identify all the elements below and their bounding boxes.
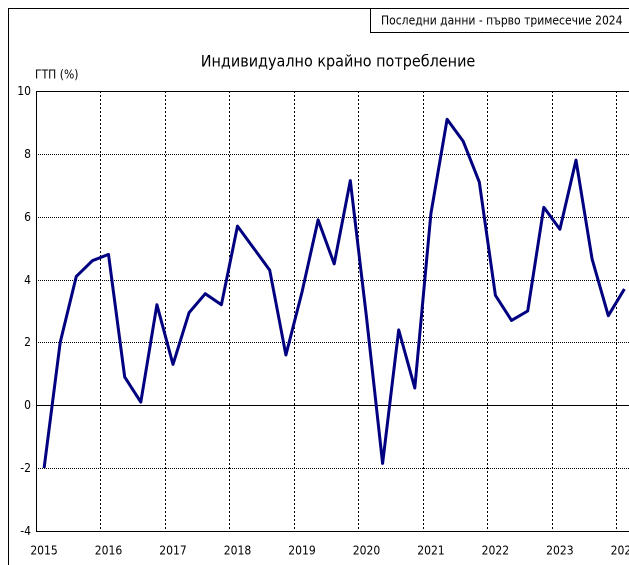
x-tick-label: 2020 bbox=[353, 544, 381, 558]
note: Последни данни - първо тримесечие 2024 bbox=[381, 14, 623, 28]
y-tick-label: -2 bbox=[20, 461, 31, 475]
frame bbox=[8, 8, 629, 565]
chart-title: Индивидуално крайно потребление bbox=[201, 52, 476, 71]
y-tick-label: 10 bbox=[17, 84, 31, 98]
x-tick-label: 2015 bbox=[30, 544, 57, 558]
data-line bbox=[42, 117, 626, 469]
x-tick-label: 2021 bbox=[417, 544, 444, 558]
x-tick-label: 2016 bbox=[95, 544, 123, 558]
y-tick-label: 0 bbox=[24, 398, 31, 412]
x-tick-label: 2024 bbox=[611, 544, 629, 558]
plot-area bbox=[36, 91, 629, 532]
y-tick-label: -4 bbox=[20, 524, 31, 538]
x-tick-label: 2022 bbox=[482, 544, 509, 558]
y-axis-label: ГТП (%) bbox=[35, 68, 78, 82]
note-box bbox=[370, 8, 629, 33]
y-tick-label: 2 bbox=[24, 335, 31, 349]
x-tick-label: 2017 bbox=[159, 544, 186, 558]
y-tick-label: 4 bbox=[24, 273, 31, 287]
x-tick-label: 2018 bbox=[224, 544, 252, 558]
x-tick-label: 2023 bbox=[546, 544, 573, 558]
y-tick-label: 8 bbox=[24, 147, 31, 161]
y-tick-label: 6 bbox=[24, 210, 31, 224]
x-tick-label: 2019 bbox=[288, 544, 316, 558]
